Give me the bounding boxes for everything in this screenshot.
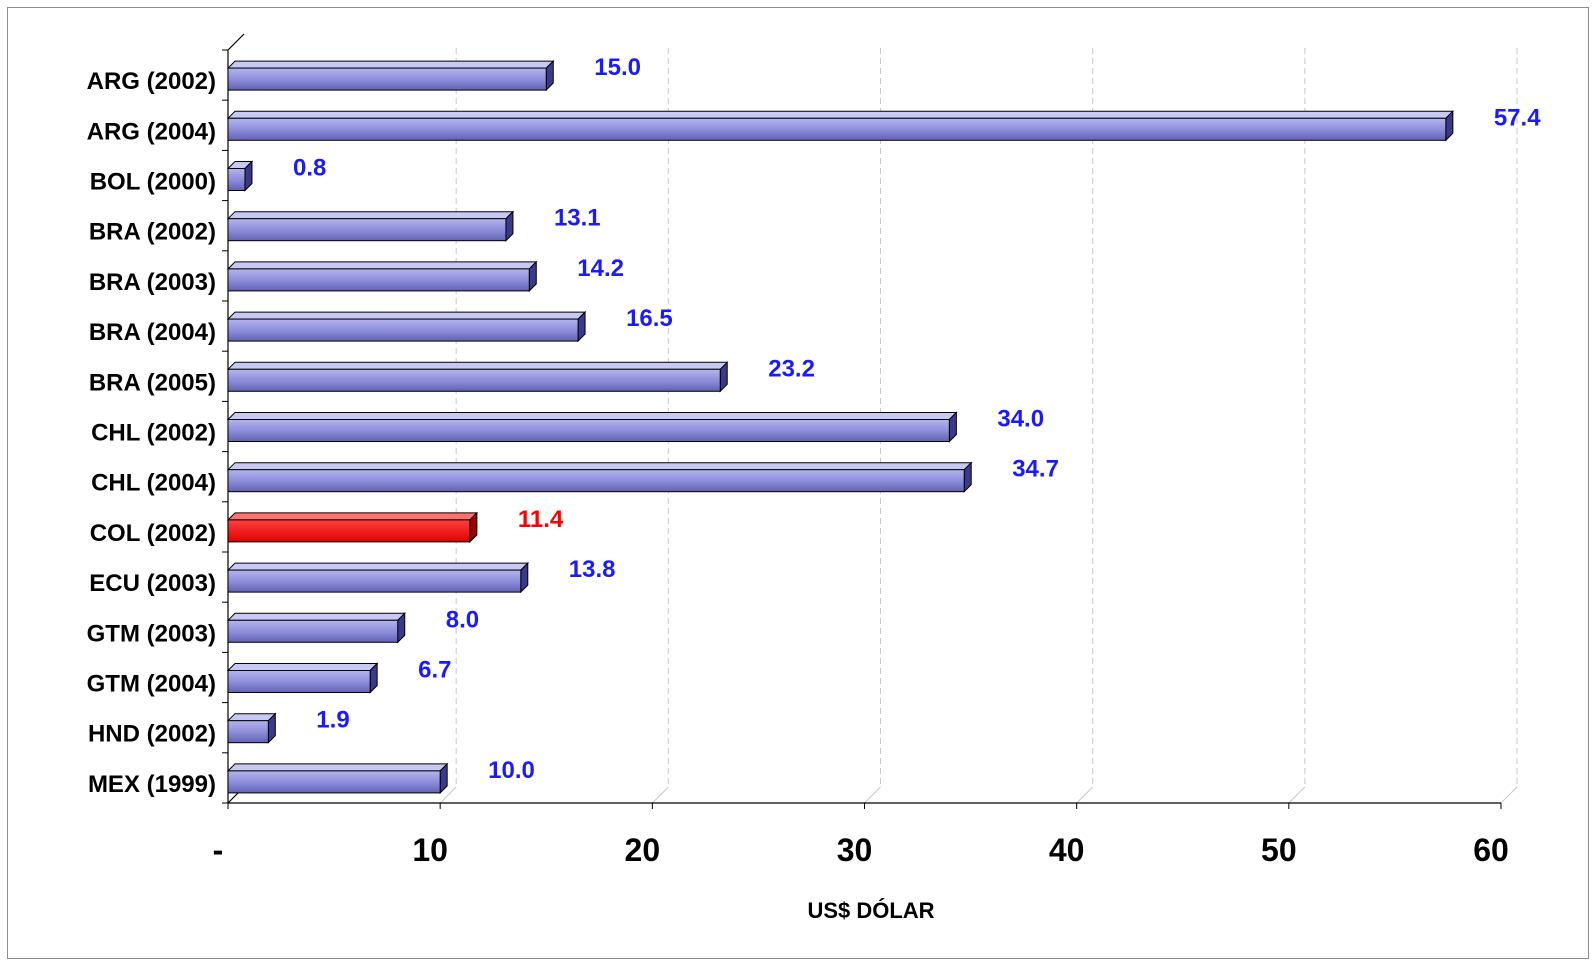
bar <box>227 720 269 744</box>
bar <box>227 117 1447 141</box>
bar-chart: - 10 20 30 40 50 60 ARG (2002) 15.0 ARG (2004) 57.… <box>87 33 1542 923</box>
value-label: 57.4 <box>1494 104 1541 131</box>
value-label: 11.4 <box>518 506 564 533</box>
bar-top-face <box>226 512 479 521</box>
x-tick-label: 10 <box>412 832 448 868</box>
gridline-floor-3 <box>864 786 881 804</box>
x-tick-label: 40 <box>1049 832 1085 868</box>
bar <box>227 419 950 442</box>
value-label: 14.2 <box>577 255 624 282</box>
bar-top-face <box>226 412 958 420</box>
bar-top-face <box>226 763 449 772</box>
category-label: ARG (2002) <box>87 68 216 95</box>
category-label: GTM (2003) <box>87 620 216 647</box>
bar <box>227 619 399 643</box>
bar <box>227 770 441 794</box>
category-label: COL (2002) <box>90 520 216 547</box>
x-tick-label: - <box>213 832 224 868</box>
bar-top-face <box>226 462 973 471</box>
category-label: ARG (2004) <box>87 118 216 145</box>
bar <box>227 218 507 242</box>
chart-frame: - 10 20 30 40 50 60 ARG (2002) 15.0 ARG (2004) 57.… <box>7 7 1589 959</box>
bar <box>227 469 965 493</box>
bar <box>227 67 547 91</box>
value-label: 6.7 <box>418 657 451 684</box>
bar-top-face <box>226 261 538 270</box>
value-label: 13.8 <box>569 556 616 583</box>
category-label: MEX (1999) <box>88 771 216 798</box>
bar-top-face <box>226 663 379 671</box>
bar <box>227 368 721 392</box>
bar <box>227 670 371 693</box>
bar-top-face <box>226 60 555 69</box>
gridline-floor-5 <box>1288 786 1306 804</box>
gridline-floor-4 <box>1076 786 1094 804</box>
bar <box>227 268 530 292</box>
gridlines <box>439 48 1518 804</box>
bar-top-face <box>226 713 277 722</box>
category-label: GTM (2004) <box>87 671 216 698</box>
bar-top-face <box>226 311 587 320</box>
bar <box>227 168 246 191</box>
value-label: 23.2 <box>768 355 815 382</box>
y-axis-depth-top <box>227 33 245 51</box>
category-label: CHL (2004) <box>91 470 216 497</box>
x-axis-title: US$ DÓLAR <box>807 898 934 923</box>
value-label: 10.0 <box>488 757 535 784</box>
category-label: ECU (2003) <box>89 570 216 597</box>
bar <box>227 569 522 593</box>
gridline-floor-2 <box>651 786 669 804</box>
value-label: 34.0 <box>997 406 1044 433</box>
bar-top-face <box>226 211 515 220</box>
x-tick-label: 60 <box>1473 832 1509 868</box>
bar-top-face <box>226 562 529 571</box>
value-label: 16.5 <box>626 305 673 332</box>
bar <box>227 519 471 543</box>
value-label: 15.0 <box>594 54 641 81</box>
x-tick-label: 20 <box>625 832 661 868</box>
x-tick-label: 30 <box>837 832 873 868</box>
category-label: BRA (2004) <box>89 319 216 346</box>
value-label: 8.0 <box>446 606 479 633</box>
category-label: BRA (2002) <box>89 219 216 246</box>
bar <box>227 318 579 342</box>
value-label: 34.7 <box>1012 456 1059 483</box>
category-label: BOL (2000) <box>90 169 216 196</box>
labels: - 10 20 30 40 50 60 ARG (2002) 15.0 ARG (2004) 57.… <box>87 54 1542 868</box>
gridline-floor-6 <box>1500 786 1518 804</box>
category-label: BRA (2005) <box>89 369 216 396</box>
value-label: 13.1 <box>554 205 601 232</box>
category-label: HND (2002) <box>88 721 216 748</box>
value-label: 1.9 <box>316 707 349 734</box>
bar-top-face <box>226 612 406 621</box>
value-label: 0.8 <box>293 155 326 182</box>
bar-top-face <box>226 361 729 370</box>
category-label: BRA (2003) <box>89 269 216 296</box>
bar-top-face <box>226 110 1455 119</box>
bars <box>226 59 1455 795</box>
gridline-floor-1 <box>439 786 457 804</box>
x-tick-label: 50 <box>1261 832 1297 868</box>
category-label: CHL (2002) <box>91 420 216 447</box>
